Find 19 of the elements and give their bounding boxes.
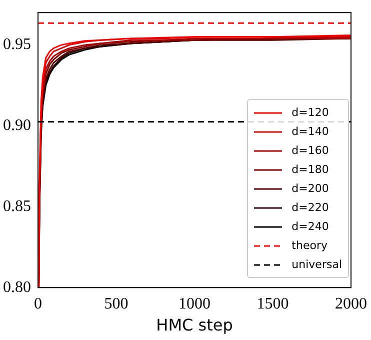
legend-label: d=240 xyxy=(292,220,329,233)
y-tick-label: 0.80 xyxy=(3,278,31,296)
legend-label: d=140 xyxy=(292,125,329,138)
x-axis-title: HMC step xyxy=(156,316,233,335)
x-tick-label: 1500 xyxy=(256,295,289,312)
y-tick-label: 0.90 xyxy=(3,117,31,134)
legend-label: d=200 xyxy=(292,182,329,195)
legend-label: d=180 xyxy=(292,163,329,176)
legend-label: d=160 xyxy=(292,144,329,157)
x-tick-label: 0 xyxy=(34,295,42,312)
x-tick-label: 500 xyxy=(104,295,128,312)
legend-label: theory xyxy=(292,239,328,252)
x-tick-label: 2000 xyxy=(335,295,367,312)
legend-label: d=120 xyxy=(292,106,329,119)
y-tick-label: 0.85 xyxy=(3,198,31,215)
legend-label: d=220 xyxy=(292,201,329,214)
y-tick-label: 0.95 xyxy=(3,36,31,54)
x-tick-label: 1000 xyxy=(178,295,210,312)
legend-label: universal xyxy=(292,258,342,271)
